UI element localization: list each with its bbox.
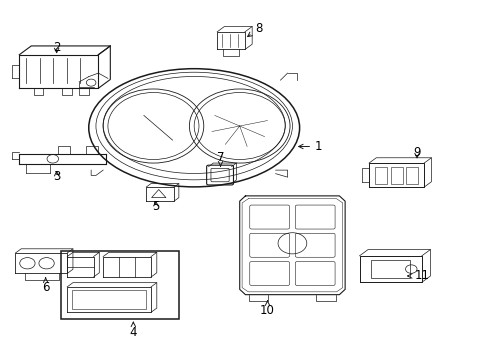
Text: 2: 2	[53, 41, 61, 54]
Text: 3: 3	[53, 170, 60, 183]
Text: 5: 5	[152, 200, 159, 213]
Bar	[374, 167, 386, 184]
Text: 8: 8	[247, 22, 262, 37]
Bar	[371, 260, 409, 278]
Text: 4: 4	[129, 322, 137, 339]
Text: 1: 1	[298, 140, 322, 153]
Bar	[390, 167, 402, 184]
Text: 10: 10	[260, 301, 274, 317]
Text: 7: 7	[216, 150, 224, 166]
Bar	[406, 167, 418, 184]
Text: 11: 11	[407, 270, 428, 283]
Bar	[61, 251, 179, 319]
Text: 6: 6	[42, 278, 49, 294]
Bar	[72, 291, 146, 309]
Text: 9: 9	[412, 146, 420, 159]
